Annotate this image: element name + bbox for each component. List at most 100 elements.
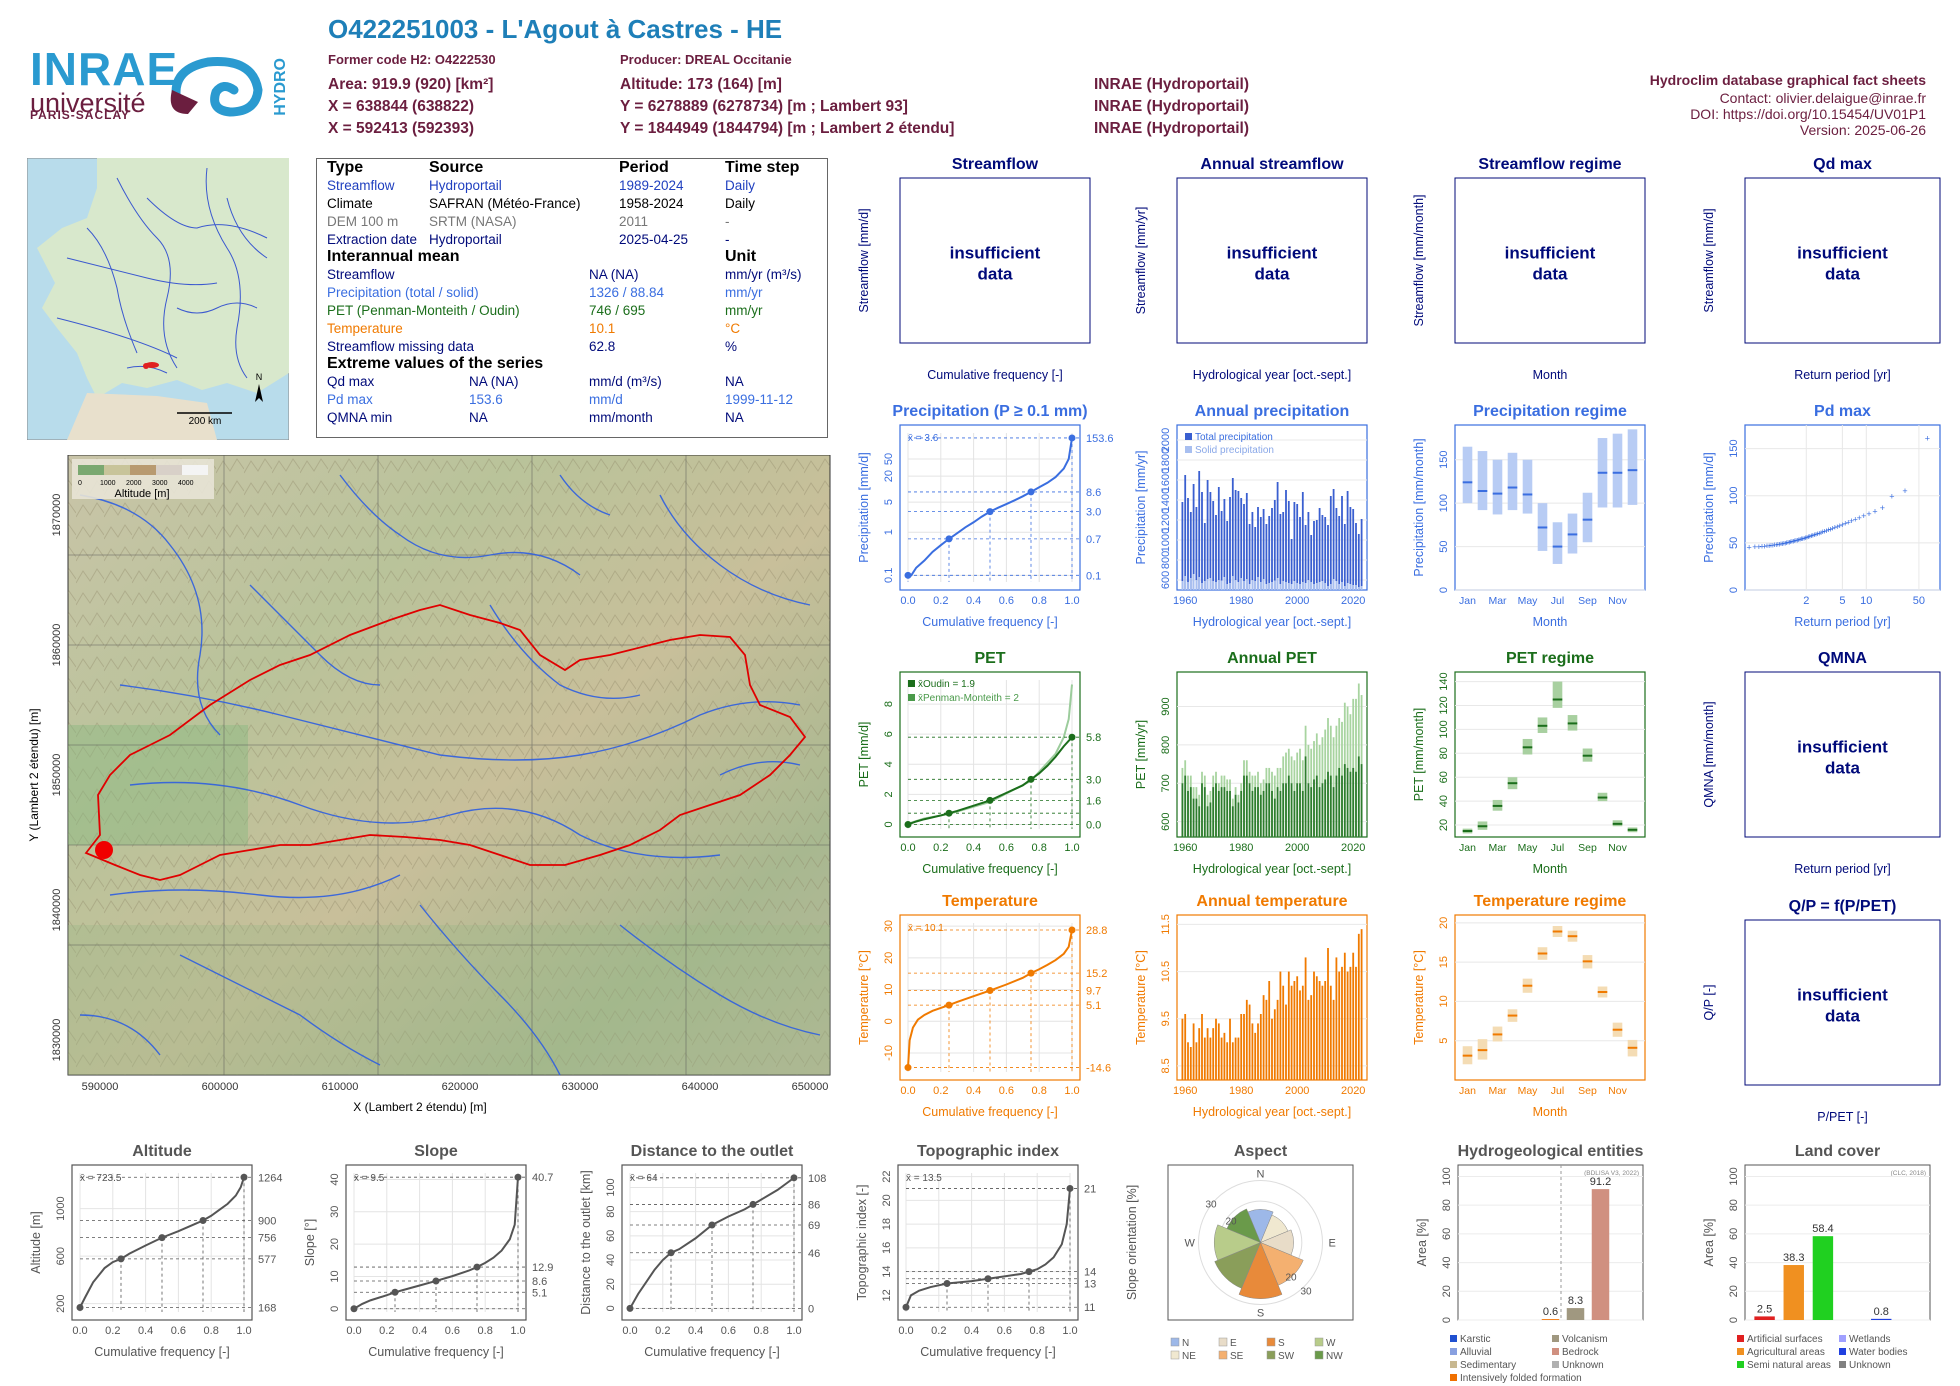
bar [1290, 539, 1293, 590]
bar [1301, 790, 1304, 837]
bar [1285, 582, 1287, 590]
y-tick-label: 22 [881, 1170, 893, 1182]
bar [1346, 491, 1349, 590]
x-tick-label: 0.6 [445, 1325, 460, 1337]
bar [1349, 966, 1352, 1080]
bar [1324, 981, 1327, 1080]
data-point: + [1784, 538, 1789, 548]
x-tick-label: 2000 [1285, 1085, 1309, 1097]
x-tick-label: Jul [1551, 595, 1564, 607]
quantile-marker [1027, 969, 1035, 977]
quantile-marker [76, 1303, 84, 1311]
x-tick-label: 0.8 [1032, 842, 1047, 854]
chart-landcover: Land cover Area [%] (CLC, 2018) 0 20 40 60 80 10… [1702, 1143, 1931, 1371]
bar [1318, 582, 1321, 590]
y-tick-label: 60 [1441, 1228, 1453, 1240]
mean-label: x̄ = 13.5 [906, 1173, 942, 1184]
info-table: Type Source Period Time step Streamflow … [316, 158, 828, 438]
data-point: + [1777, 539, 1782, 549]
y-tick-label: 80 [1438, 747, 1450, 759]
legend-label: Karstic [1460, 1334, 1491, 1345]
data-point: + [1792, 536, 1797, 546]
bar [1318, 787, 1321, 837]
bar [1237, 491, 1240, 590]
legend-label: Sedimentary [1460, 1360, 1516, 1371]
bar [1240, 1014, 1243, 1080]
chart-title: Distance to the outlet [631, 1143, 794, 1160]
legend-swatch [1266, 1337, 1276, 1347]
bar [1321, 515, 1324, 590]
bar [1240, 790, 1243, 837]
y-tick-label: 140 [1438, 672, 1450, 690]
plot-frame [899, 177, 1091, 344]
x-tick-label: 0.2 [933, 842, 948, 854]
quantile-marker [904, 571, 912, 579]
chart-title: Annual PET [1227, 650, 1317, 667]
y-axis-label: PET [mm/d] [857, 722, 871, 788]
bar [1566, 1308, 1585, 1320]
data-point: + [1849, 516, 1854, 526]
quantile-marker [986, 508, 994, 516]
bar [1352, 767, 1355, 837]
y-tick-label: 200 [55, 1295, 67, 1313]
right-value-label: 5.8 [1086, 732, 1101, 744]
chart-temp_cdf: Temperature Cumulative frequency [-] Tempe… [857, 893, 1111, 1119]
direction-label: N [1257, 1169, 1265, 1181]
bar [1282, 512, 1285, 590]
plot-frame [1744, 919, 1941, 1086]
bar [1237, 582, 1240, 590]
bar [1271, 508, 1273, 590]
bar [1541, 1319, 1560, 1320]
plot-frame [1744, 671, 1941, 838]
bar [1212, 1028, 1215, 1080]
y-tick-label: 12 [881, 1289, 893, 1301]
table-cell: Hydroportail [429, 178, 502, 193]
y-tick-label: 600 [1160, 812, 1172, 830]
bar [1240, 498, 1243, 590]
legend-label: W [1326, 1338, 1336, 1349]
legend-swatch [1552, 1361, 1559, 1368]
regime-box [1582, 492, 1593, 543]
x-tick-label: 0.4 [964, 1325, 979, 1337]
legend-swatch [1314, 1350, 1324, 1360]
y-tick-label: 80 [605, 1206, 617, 1218]
ring-label: 20 [1286, 1273, 1298, 1284]
bar [1209, 802, 1212, 837]
data-point: + [1781, 539, 1786, 549]
x-tick-label: 0.4 [138, 1325, 153, 1337]
bar [1243, 1014, 1245, 1080]
doi-link[interactable]: DOI: https://doi.org/10.15454/UV01P1 [1690, 106, 1926, 122]
table-cell: PET (Penman-Monteith / Oudin) [327, 303, 520, 318]
extreme-values-header: Extreme values of the series [327, 355, 544, 372]
catchment-boundary [84, 604, 807, 881]
x-tick-label: 0.0 [72, 1325, 87, 1337]
legend-label: Solid precipitation [1195, 445, 1274, 456]
chart-precip_regime: Precipitation regime Month Precipitation [… [1412, 403, 1646, 629]
y-tick-label: 100 [1728, 487, 1740, 505]
bar [1245, 493, 1248, 590]
legend-tick: 4000 [178, 480, 194, 487]
legend-label: N [1182, 1338, 1189, 1349]
direction-label: S [1257, 1308, 1264, 1320]
chart-title: QMNA [1818, 650, 1867, 667]
bar [1195, 507, 1198, 590]
right-value-label: 15.2 [1086, 968, 1107, 980]
legend-label: x̄Penman-Monteith = 2 [918, 693, 1019, 704]
quantile-marker [1068, 434, 1076, 442]
bar [1271, 582, 1273, 590]
y-axis-label: Streamflow [mm/yr] [1134, 207, 1148, 315]
y-tick-label: 0 [1441, 1317, 1453, 1323]
x-tick-label: Jan [1459, 595, 1476, 607]
x-tick-label: 1960 [1173, 1085, 1197, 1097]
x-axis-label: P/PET [-] [1817, 1110, 1867, 1124]
bar [1268, 516, 1271, 590]
x-tick: 610000 [322, 1081, 359, 1093]
bar [1198, 577, 1201, 590]
legend-label: Wetlands [1849, 1334, 1891, 1345]
y-tick-label: 20 [883, 952, 895, 964]
quantile-marker [1068, 733, 1076, 741]
bar [1257, 507, 1259, 590]
source-3: INRAE (Hydroportail) [1094, 120, 1249, 137]
rose-ring [1198, 1180, 1323, 1305]
data-point: + [1853, 515, 1858, 525]
